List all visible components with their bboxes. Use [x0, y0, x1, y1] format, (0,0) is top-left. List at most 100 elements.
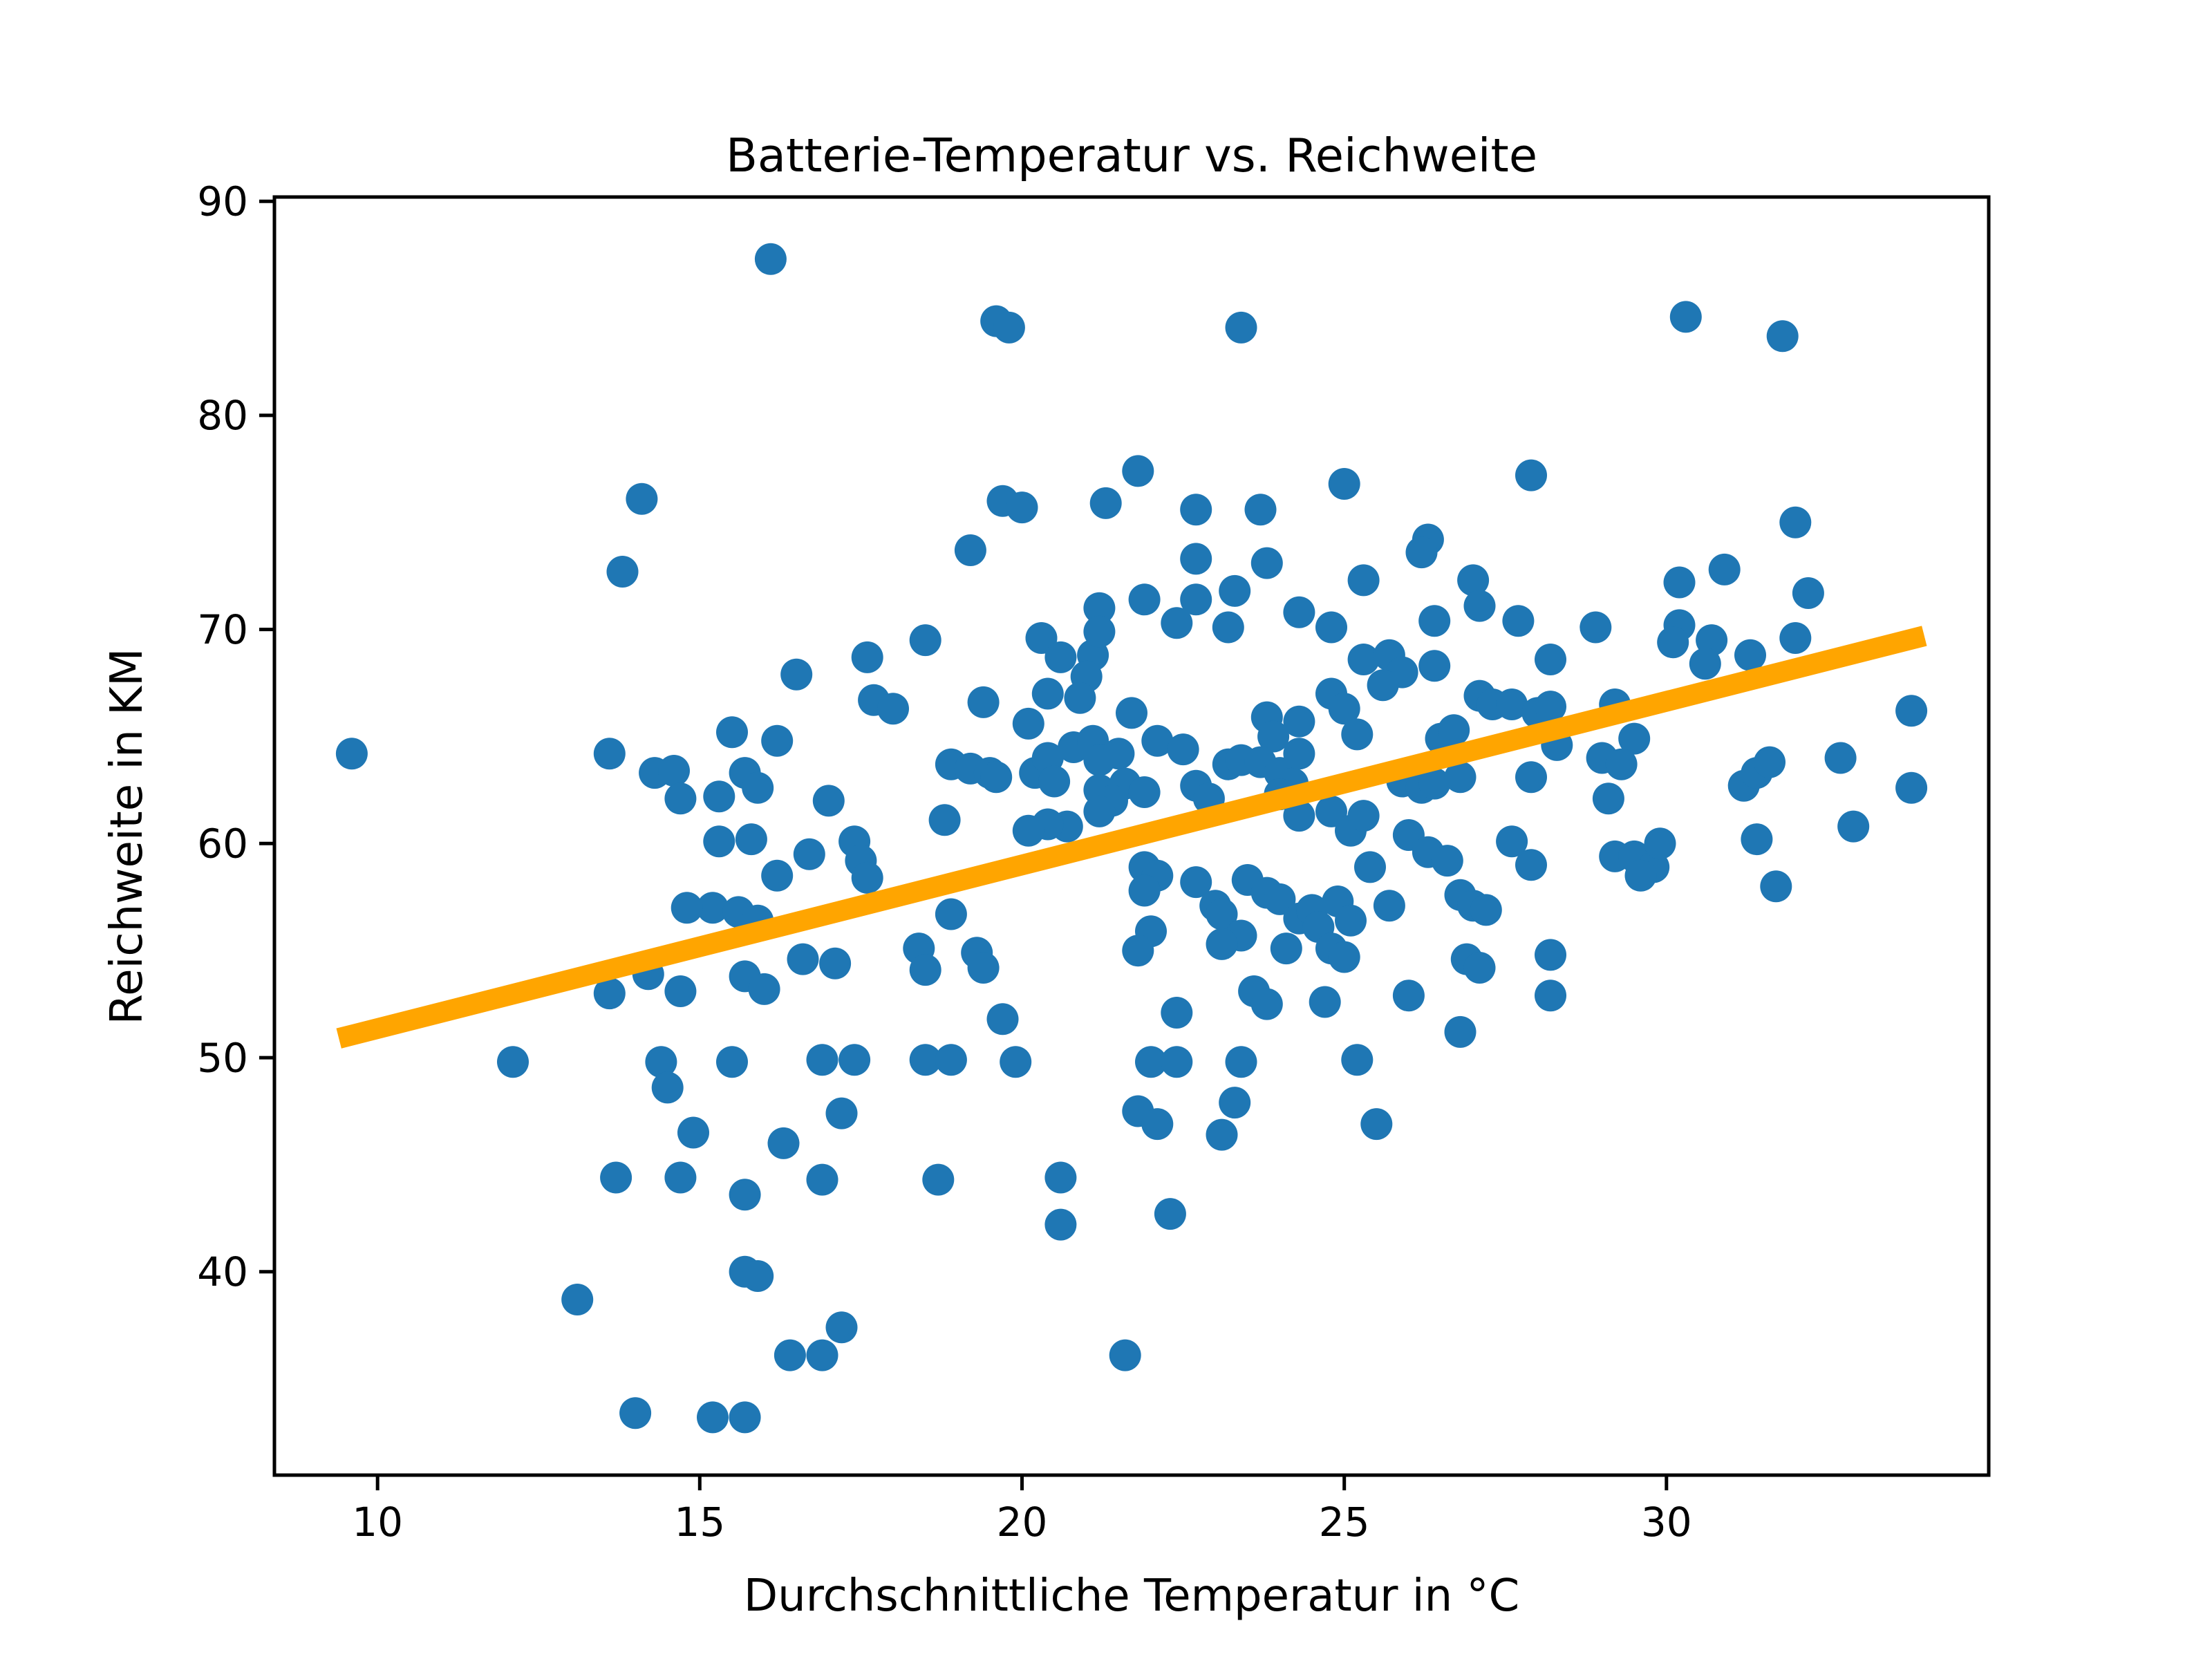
scatter-point: [1354, 851, 1386, 883]
scatter-point: [1083, 615, 1116, 648]
scatter-point: [1367, 669, 1399, 702]
scatter-point: [967, 952, 1000, 984]
scatter-point: [1502, 605, 1535, 637]
scatter-point: [1219, 1087, 1251, 1119]
scatter-point: [600, 1161, 632, 1194]
scatter-point: [1044, 1161, 1077, 1194]
scatter-point: [1264, 883, 1296, 915]
scatter-point: [1206, 898, 1238, 930]
scatter-point: [935, 1044, 967, 1076]
scatter-point: [1418, 767, 1451, 800]
x-axis-tick-labels: 10 15 20 25 30: [352, 1499, 1691, 1546]
scatter-point: [1141, 1108, 1174, 1141]
scatter-point: [1328, 468, 1360, 500]
scatter-point: [1161, 607, 1193, 639]
scatter-point: [1463, 590, 1496, 622]
y-tick-label: 80: [197, 392, 248, 439]
scatter-point: [909, 1044, 941, 1076]
scatter-point: [1128, 874, 1161, 907]
scatter-point: [1341, 718, 1374, 751]
scatter-point: [1135, 1046, 1167, 1078]
scatter-point: [1225, 311, 1257, 344]
scatter-point: [1180, 583, 1212, 616]
scatter-points-group: [335, 243, 1928, 1434]
y-axis-label: Reichweite in KM: [102, 648, 153, 1025]
scatter-point: [761, 724, 794, 757]
scatter-point: [1708, 553, 1741, 585]
scatter-point: [1044, 641, 1077, 673]
scatter-point: [1283, 800, 1315, 832]
scatter-point: [729, 1179, 761, 1211]
scatter-point: [993, 311, 1025, 344]
scatter-point: [697, 892, 729, 924]
scatter-point: [1734, 639, 1766, 671]
scatter-point: [838, 1044, 871, 1076]
scatter-point: [497, 1046, 529, 1078]
scatter-point: [1000, 1046, 1032, 1078]
scatter-point: [1644, 827, 1676, 860]
scatter-point: [1592, 782, 1624, 815]
x-axis-label: Durchschnittliche Temperatur in °C: [744, 1571, 1519, 1622]
scatter-point: [1012, 707, 1044, 740]
scatter-point: [703, 780, 735, 813]
scatter-point: [1250, 547, 1283, 579]
scatter-point: [1180, 866, 1212, 899]
scatter-point: [1180, 494, 1212, 526]
scatter-point: [1341, 1044, 1374, 1076]
scatter-point: [1515, 761, 1547, 794]
scatter-point: [593, 738, 626, 770]
scatter-point: [1309, 986, 1341, 1018]
scatter-point: [780, 658, 813, 691]
scatter-point: [1031, 677, 1064, 710]
scatter-point: [1083, 592, 1116, 624]
scatter-point: [716, 1046, 748, 1078]
scatter-point: [1109, 1339, 1141, 1371]
scatter-point: [922, 1163, 955, 1196]
scatter-point: [1006, 491, 1038, 524]
scatter-point: [1535, 691, 1566, 723]
scatter-point: [1405, 536, 1438, 569]
scatter-point: [1657, 626, 1689, 659]
scatter-point: [335, 738, 368, 770]
y-tick-label: 60: [197, 821, 248, 868]
scatter-point: [1689, 648, 1721, 680]
scatter-point: [1837, 810, 1870, 843]
chart-title: Batterie-Temperatur vs. Reichweite: [726, 129, 1537, 182]
scatter-point: [1122, 455, 1154, 487]
scatter-point: [1128, 776, 1161, 808]
scatter-point: [1347, 800, 1380, 832]
scatter-point: [1270, 932, 1302, 965]
scatter-point: [1122, 935, 1154, 967]
plot-border: [272, 195, 1991, 1477]
scatter-point: [1741, 823, 1773, 856]
scatter-point: [1128, 583, 1161, 616]
scatter-point: [1328, 941, 1360, 973]
scatter-point: [1470, 894, 1502, 926]
scatter-point: [812, 785, 845, 817]
y-tick-label: 40: [197, 1248, 248, 1295]
scatter-point: [1206, 1118, 1238, 1151]
scatter-point: [1760, 870, 1792, 903]
scatter-point: [742, 1260, 774, 1292]
scatter-point: [1335, 904, 1367, 937]
y-tick-label: 70: [197, 606, 248, 653]
scatter-point: [761, 859, 794, 892]
scatter-point: [671, 892, 703, 924]
scatter-point: [954, 534, 986, 566]
scatter-point: [1089, 487, 1122, 519]
scatter-point: [1257, 720, 1290, 753]
scatter-point: [1438, 714, 1470, 747]
scatter-point: [1038, 765, 1071, 798]
scatter-point: [774, 1339, 806, 1371]
scatter-point: [1116, 697, 1147, 729]
scatter-point: [1515, 459, 1547, 491]
x-axis-ticks: [375, 1475, 1669, 1490]
scatter-point: [1283, 705, 1315, 738]
scatter-point: [1496, 825, 1528, 858]
scatter-point: [1219, 574, 1251, 607]
scatter-point: [593, 977, 626, 1010]
scatter-point: [1779, 506, 1812, 538]
scatter-point: [645, 1046, 677, 1078]
scatter-point: [928, 804, 961, 836]
